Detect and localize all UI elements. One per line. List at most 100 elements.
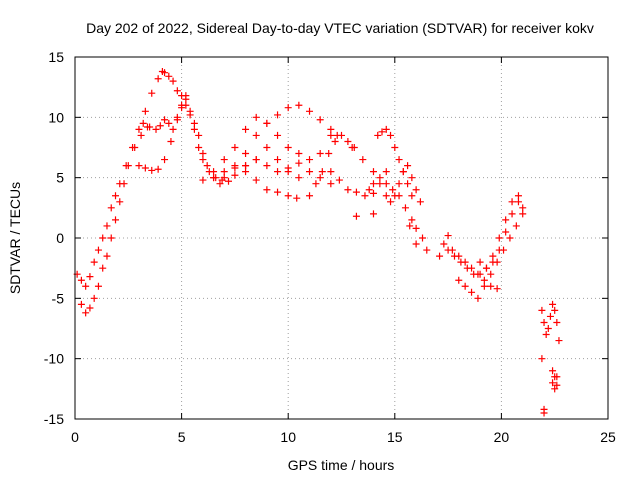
data-point xyxy=(306,192,314,200)
data-point xyxy=(391,144,399,151)
data-point xyxy=(316,150,324,158)
data-point xyxy=(508,198,516,206)
data-point xyxy=(210,168,218,176)
series-track-e xyxy=(139,92,190,133)
data-point xyxy=(444,246,452,254)
data-point xyxy=(231,144,239,151)
data-point xyxy=(399,168,407,176)
data-point xyxy=(161,69,169,77)
data-point xyxy=(401,204,409,212)
series-track-h xyxy=(220,168,301,202)
data-point xyxy=(312,180,320,188)
data-point xyxy=(161,156,169,164)
data-point xyxy=(514,198,522,206)
data-point xyxy=(457,258,465,266)
data-point xyxy=(210,174,218,182)
chart-title: Day 202 of 2022, Sidereal Day-to-day VTE… xyxy=(86,20,594,36)
x-axis-label: GPS time / hours xyxy=(288,457,395,473)
data-point xyxy=(338,131,345,139)
data-point xyxy=(90,294,98,302)
data-point xyxy=(141,107,149,115)
series-track-u xyxy=(538,300,563,393)
series-track-l xyxy=(327,168,390,200)
series-track-v xyxy=(538,355,561,417)
data-point xyxy=(77,300,85,308)
data-point xyxy=(318,168,326,176)
data-point xyxy=(408,174,416,182)
y-tick-label: -10 xyxy=(44,351,64,367)
data-point xyxy=(470,270,478,278)
series-track-g xyxy=(210,113,335,176)
y-tick-label: 0 xyxy=(56,230,64,246)
data-point xyxy=(199,176,207,184)
data-point xyxy=(154,75,162,83)
data-point xyxy=(306,107,314,115)
data-point xyxy=(242,150,250,158)
data-points xyxy=(73,67,563,417)
data-point xyxy=(382,125,390,133)
data-point xyxy=(382,168,390,176)
data-point xyxy=(306,168,314,176)
data-point xyxy=(344,137,352,145)
data-point xyxy=(325,150,333,158)
series-track-q xyxy=(436,232,501,293)
data-point xyxy=(120,180,128,188)
data-point xyxy=(165,119,173,127)
data-point xyxy=(493,285,501,293)
data-point xyxy=(487,282,495,290)
grid-lines xyxy=(75,57,608,419)
data-point xyxy=(263,162,271,170)
x-tick-label: 20 xyxy=(494,429,510,445)
data-point xyxy=(242,125,250,133)
data-point xyxy=(495,246,503,254)
data-point xyxy=(514,192,522,200)
data-point xyxy=(476,270,484,278)
data-point xyxy=(506,234,514,242)
data-point xyxy=(225,177,233,185)
y-tick-label: 15 xyxy=(48,49,64,65)
series-track-a xyxy=(73,67,166,290)
data-point xyxy=(480,282,488,290)
data-point xyxy=(412,186,420,194)
data-point xyxy=(344,186,352,194)
x-tick-labels: 0 5 10 15 20 25 xyxy=(71,429,616,445)
data-point xyxy=(404,180,412,188)
data-point xyxy=(404,162,412,170)
data-point xyxy=(306,156,314,164)
data-point xyxy=(412,240,420,248)
data-point xyxy=(252,156,260,164)
data-point xyxy=(173,116,181,124)
data-point xyxy=(154,165,162,173)
data-point xyxy=(369,168,377,176)
data-point xyxy=(216,180,224,188)
data-point xyxy=(408,192,416,200)
data-point xyxy=(137,131,145,139)
data-point xyxy=(131,144,139,151)
y-tick-label: 5 xyxy=(56,170,64,186)
data-point xyxy=(408,216,416,224)
data-point xyxy=(348,144,356,151)
data-point xyxy=(382,180,390,188)
data-point xyxy=(220,168,228,176)
data-point xyxy=(551,373,559,381)
y-tick-label: 10 xyxy=(48,109,64,125)
data-point xyxy=(284,192,292,200)
data-point xyxy=(94,246,102,254)
x-tick-label: 10 xyxy=(280,429,296,445)
y-axis-label: SDTVAR / TECUs xyxy=(7,182,23,294)
y-tick-label: -15 xyxy=(44,411,64,427)
data-point xyxy=(476,258,484,266)
data-point xyxy=(382,192,390,200)
data-point xyxy=(406,222,414,230)
data-point xyxy=(327,125,335,133)
data-point xyxy=(199,150,207,158)
data-point xyxy=(331,137,339,145)
data-point xyxy=(482,264,490,272)
data-point xyxy=(274,188,282,196)
data-point xyxy=(391,192,399,200)
data-point xyxy=(416,198,424,206)
data-point xyxy=(335,176,343,184)
data-point xyxy=(540,409,548,417)
y-tick-label: -5 xyxy=(52,290,65,306)
data-point xyxy=(463,264,471,272)
